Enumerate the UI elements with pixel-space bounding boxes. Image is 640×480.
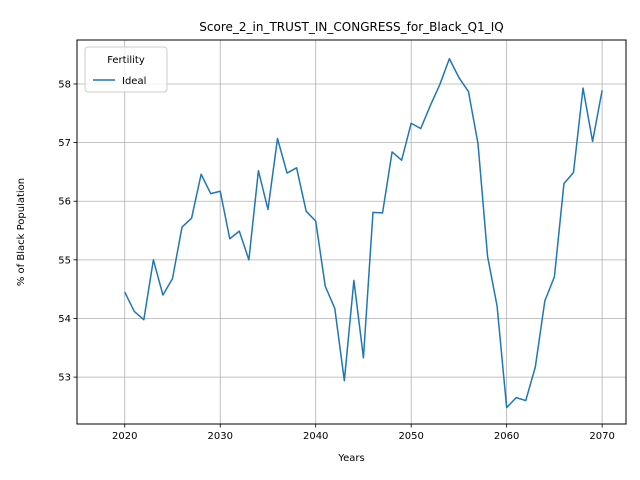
x-tick-label: 2020 (112, 431, 137, 442)
legend-label-ideal: Ideal (122, 76, 146, 87)
legend: Fertility Ideal (84, 46, 168, 93)
x-tick-label: 2040 (303, 431, 328, 442)
x-tick-label: 2030 (207, 431, 232, 442)
x-axis-label: Years (337, 453, 364, 464)
x-axis-ticks: 2020 2030 2040 2050 2060 2070 (112, 424, 615, 442)
x-tick-label: 2070 (589, 431, 614, 442)
y-tick-label: 54 (58, 314, 71, 325)
y-axis-label: % of Black Population (16, 178, 27, 286)
legend-title: Fertility (107, 55, 145, 66)
x-tick-label: 2050 (398, 431, 423, 442)
x-tick-label: 2060 (494, 431, 519, 442)
y-tick-label: 58 (58, 79, 71, 90)
y-tick-label: 56 (58, 197, 71, 208)
y-tick-label: 53 (58, 373, 71, 384)
grid-lines (77, 40, 626, 424)
y-tick-label: 55 (58, 255, 71, 266)
y-axis-ticks: 53 54 55 56 57 58 (58, 79, 77, 384)
series-layer (124, 58, 603, 409)
plot-area-frame (76, 39, 627, 425)
y-tick-label: 57 (58, 138, 71, 149)
series-line-ideal (124, 58, 603, 409)
chart-title: Score_2_in_TRUST_IN_CONGRESS_for_Black_Q… (199, 20, 503, 34)
